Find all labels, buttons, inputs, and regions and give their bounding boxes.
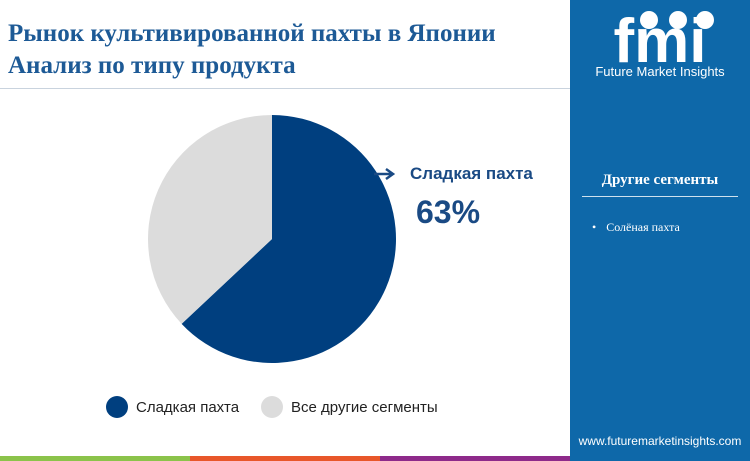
brand-name: Future Market Insights [595, 64, 725, 79]
side-panel: fmi Future Market Insights Другие сегмен… [570, 0, 750, 461]
svg-text:fmi: fmi [614, 10, 707, 68]
pie-slice-1 [147, 115, 272, 324]
legend-swatch [261, 396, 283, 418]
chart-title: Рынок культивированной пахты в Японии Ан… [8, 18, 496, 82]
fmi-logo: fmi [614, 10, 714, 68]
legend-label: Сладкая пахта [136, 398, 240, 416]
segment-item: Солёная пахта [592, 220, 680, 235]
callout-label: Сладкая пахта [410, 164, 533, 183]
title-line-1: Рынок культивированной пахты в Японии [8, 20, 496, 47]
divider [0, 88, 570, 89]
legend-item-0: Сладкая пахта [106, 396, 239, 418]
footer-bar-orange [190, 456, 380, 461]
website-link[interactable]: www.futuremarketinsights.com [578, 434, 742, 448]
divider [582, 196, 738, 197]
footer-bar-purple [380, 456, 570, 461]
footer-bar-green [0, 456, 190, 461]
legend-item-1: Все другие сегменты [261, 396, 438, 418]
legend-label: Все другие сегменты [291, 398, 438, 416]
pie-slice-0 [181, 115, 397, 363]
other-segments-title: Другие сегменты [601, 172, 719, 188]
callout-value: 63% [416, 194, 481, 230]
arrow-icon [374, 167, 396, 181]
pie-chart [147, 115, 397, 363]
legend-swatch [106, 396, 128, 418]
title-line-2: Анализ по типу продукта [8, 52, 296, 79]
